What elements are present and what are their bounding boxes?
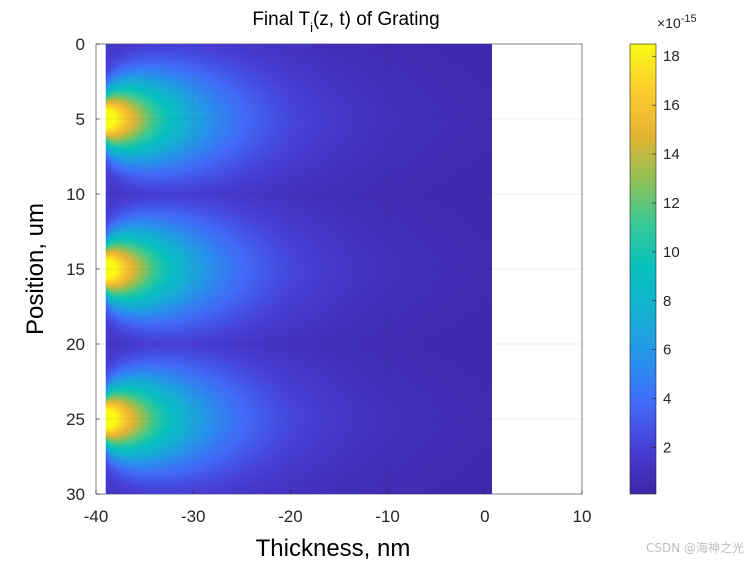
- colorbar-ticks: 2 4 6 8 10 12 14 16 18: [652, 48, 680, 457]
- x-tick-label: -40: [84, 507, 109, 526]
- x-tick-label: 10: [573, 507, 592, 526]
- x-tick-label: -10: [375, 507, 400, 526]
- x-axis-ticks: -40 -30 -20 -10 0 10: [84, 490, 592, 526]
- colorbar: [629, 43, 657, 495]
- y-tick-label: 15: [66, 260, 85, 279]
- x-tick-label: -20: [278, 507, 303, 526]
- colorbar-tick-label: 10: [663, 244, 680, 261]
- x-axis-label: Thickness, nm: [256, 535, 411, 562]
- heatmap-image: [105, 44, 492, 494]
- colorbar-tick-label: 12: [663, 195, 680, 212]
- colorbar-exponent: ×10-15: [657, 13, 697, 31]
- colorbar-tick-label: 2: [663, 440, 671, 457]
- grid-lines: [96, 44, 582, 494]
- x-tick-label: -30: [181, 507, 206, 526]
- y-tick-label: 10: [66, 185, 85, 204]
- colorbar-tick-label: 18: [663, 48, 680, 65]
- colorbar-tick-label: 14: [663, 146, 680, 163]
- heatmap-layer: [105, 44, 492, 494]
- colorbar-tick-label: 4: [663, 391, 671, 408]
- watermark: CSDN @海神之光: [645, 541, 744, 555]
- y-axis-ticks: 0 5 10 15 20 25 30: [66, 35, 100, 504]
- colorbar-tick-label: 6: [663, 342, 671, 359]
- y-tick-label: 30: [66, 485, 85, 504]
- y-axis-label: Position, um: [22, 203, 49, 335]
- y-tick-label: 25: [66, 410, 85, 429]
- chart-title: Final Ti(z, t) of Grating: [252, 9, 439, 35]
- y-tick-label: 0: [76, 35, 85, 54]
- colorbar-tick-label: 16: [663, 97, 680, 114]
- colorbar-tick-label: 8: [663, 293, 671, 310]
- x-tick-label: 0: [480, 507, 489, 526]
- y-tick-label: 20: [66, 335, 85, 354]
- y-tick-label: 5: [76, 110, 85, 129]
